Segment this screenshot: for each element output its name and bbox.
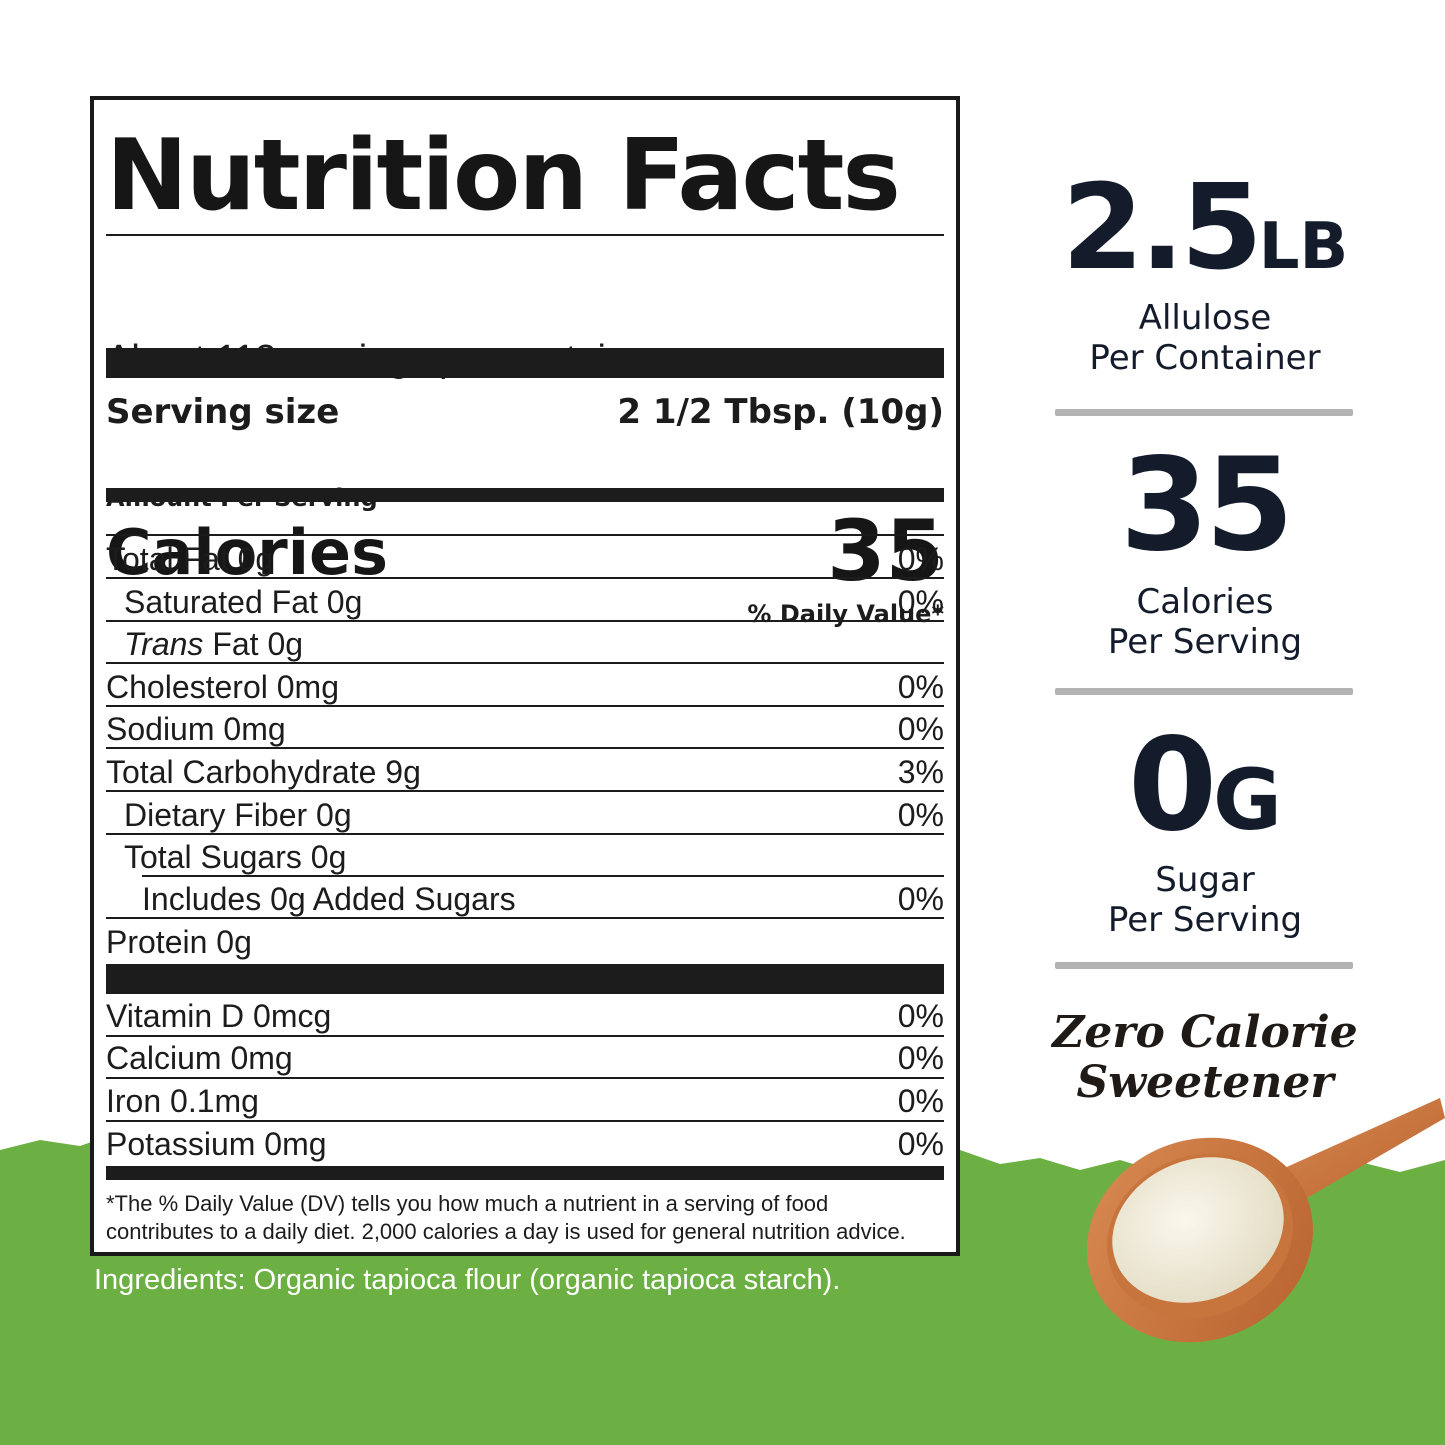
nutrient-dv: 0% (897, 797, 944, 833)
rule (106, 234, 944, 236)
stat-line: Per Serving (1107, 622, 1303, 662)
rule (106, 833, 944, 835)
nutrient-row: Saturated Fat 0g 0% (106, 581, 944, 623)
nutrient-name: Dietary Fiber 0g (124, 797, 352, 833)
nutrient-name: Saturated Fat 0g (124, 584, 363, 620)
rule (142, 875, 944, 877)
rule (106, 747, 944, 749)
rule (106, 705, 944, 707)
vitamin-dv: 0% (897, 1083, 944, 1119)
stat-value: 2.5LB (1040, 168, 1370, 286)
vitamin-name: Calcium 0mg (106, 1040, 293, 1076)
rule (106, 790, 944, 792)
nutrient-row: Sodium 0mg 0% (106, 708, 944, 750)
nutrient-name: Trans Fat 0g (124, 623, 303, 665)
stat-value: 0G (1040, 722, 1370, 850)
nutrient-name: Total Carbohydrate 9g (106, 754, 421, 790)
nutrient-dv: 0% (897, 711, 944, 747)
vitamin-row: Potassium 0mg 0% (106, 1123, 944, 1165)
vitamin-dv: 0% (897, 1040, 944, 1076)
stat-net-weight: 2.5LB Allulose Per Container (1040, 168, 1370, 378)
daily-value-header: % Daily Value* (747, 600, 944, 628)
footnote-line: *The % Daily Value (DV) tells you how mu… (106, 1191, 829, 1216)
vitamin-row: Calcium 0mg 0% (106, 1037, 944, 1079)
nutrient-row: Total Sugars 0g (106, 836, 944, 878)
trans-fat-text: Fat 0g (203, 626, 304, 662)
nutrient-row: Trans Fat 0g (106, 623, 944, 665)
stat-divider (1055, 409, 1353, 416)
nutrient-row: Total Fat 0g 0% (106, 538, 944, 580)
stat-line: Sugar (1155, 860, 1255, 900)
nutrient-row: Dietary Fiber 0g 0% (106, 794, 944, 836)
nutrient-row: Total Carbohydrate 9g 3% (106, 751, 944, 793)
vitamin-name: Potassium 0mg (106, 1126, 327, 1162)
nutrient-name: Cholesterol 0mg (106, 669, 339, 705)
nutrient-name: Sodium 0mg (106, 711, 286, 747)
medium-rule (106, 1166, 944, 1180)
wooden-spoon-image (1086, 1098, 1445, 1343)
nutrition-facts-label: Nutrition Facts About 113 servings per c… (90, 96, 960, 1256)
serving-size-row: Serving size 2 1/2 Tbsp. (10g) (106, 392, 944, 432)
nutrient-row: Cholesterol 0mg 0% (106, 666, 944, 708)
stat-number: 0 (1127, 711, 1217, 860)
rule (106, 1120, 944, 1122)
stat-unit: LB (1258, 210, 1349, 284)
nutrient-name: Protein 0g (106, 924, 252, 960)
serving-size-label: Serving size (106, 392, 340, 432)
label-title: Nutrition Facts (106, 119, 901, 233)
stat-unit: G (1213, 751, 1282, 849)
rule (106, 1035, 944, 1037)
vitamin-name: Vitamin D 0mcg (106, 998, 332, 1034)
stat-line: Allulose (1138, 298, 1272, 338)
stat-line: Per Container (1089, 338, 1321, 378)
nutrient-dv: 3% (897, 754, 944, 790)
nutrient-row: Includes 0g Added Sugars 0% (106, 878, 944, 920)
rule (106, 662, 944, 664)
stat-line: Calories (1136, 582, 1274, 622)
trans-italic: Trans (124, 626, 204, 662)
nutrient-name: Total Fat 0g (106, 541, 274, 577)
thick-rule (106, 348, 944, 378)
rule (106, 577, 944, 579)
rule (106, 917, 944, 919)
tagline: Zero Calorie Sweetener (1040, 1008, 1370, 1108)
stat-divider (1055, 688, 1353, 695)
stat-value: 35 (1119, 431, 1294, 580)
ingredients-text: Ingredients: Organic tapioca flour (orga… (94, 1264, 841, 1296)
tagline-line: Sweetener (1076, 1057, 1334, 1108)
rule (106, 1077, 944, 1079)
nutrient-name: Total Sugars 0g (124, 839, 347, 875)
nutrient-dv: 0% (897, 584, 944, 620)
nutrient-dv: 0% (897, 669, 944, 705)
thick-rule (106, 964, 944, 994)
calories-label: Calories (106, 516, 388, 589)
calories-value: 35 (827, 502, 944, 600)
nutrient-dv: 0% (897, 541, 944, 577)
stat-number: 2.5 (1061, 158, 1263, 296)
tagline-line: Zero Calorie (1052, 1007, 1358, 1058)
stat-calories: 35 Calories Per Serving (1040, 431, 1370, 663)
stat-divider (1055, 962, 1353, 969)
rule (106, 534, 944, 536)
vitamin-dv: 0% (897, 1126, 944, 1162)
nutrient-name: Includes 0g Added Sugars (142, 881, 516, 917)
vitamin-dv: 0% (897, 998, 944, 1034)
stat-line: Per Serving (1107, 900, 1303, 940)
daily-value-footnote: *The % Daily Value (DV) tells you how mu… (106, 1190, 944, 1246)
footnote-line: contributes to a daily diet. 2,000 calor… (106, 1219, 906, 1244)
vitamin-row: Vitamin D 0mcg 0% (106, 995, 944, 1037)
medium-rule (106, 488, 944, 502)
nutrient-row: Protein 0g (106, 921, 944, 963)
vitamin-row: Iron 0.1mg 0% (106, 1080, 944, 1122)
calories-row: Calories 35 (106, 502, 944, 600)
stat-sugar: 0G Sugar Per Serving (1040, 722, 1370, 941)
nutrient-dv: 0% (897, 881, 944, 917)
rule (106, 620, 944, 622)
serving-size-value: 2 1/2 Tbsp. (10g) (617, 392, 944, 432)
vitamin-name: Iron 0.1mg (106, 1083, 259, 1119)
